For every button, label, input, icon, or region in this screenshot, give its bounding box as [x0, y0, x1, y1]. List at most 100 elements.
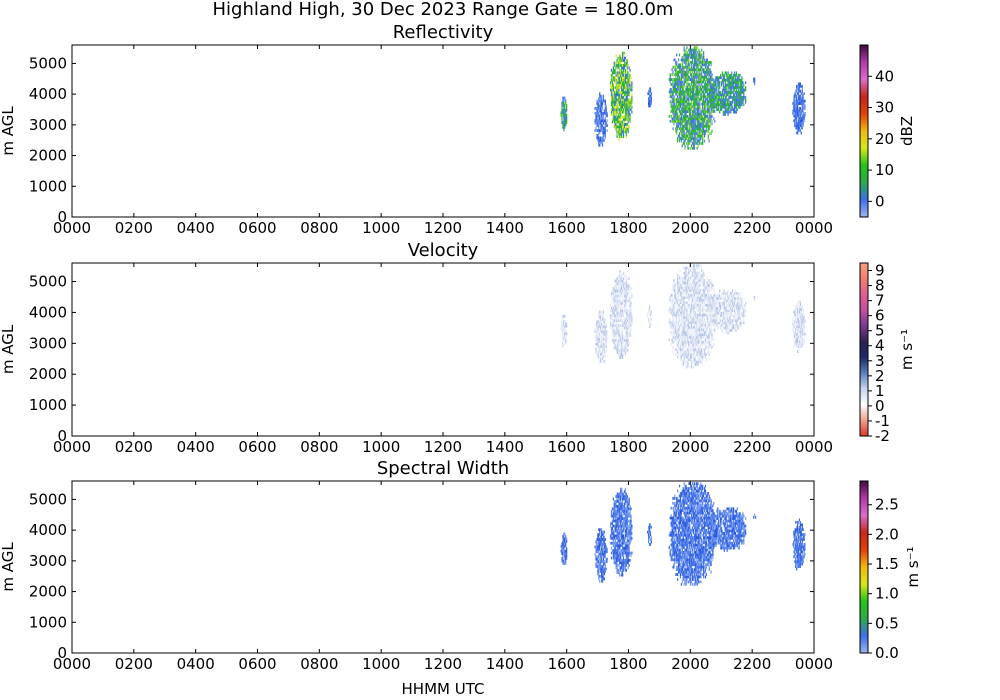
echo-cell: [718, 294, 720, 298]
echo-cell: [616, 100, 618, 104]
echo-cell: [699, 311, 701, 314]
echo-cell: [602, 119, 605, 123]
echo-cell: [707, 279, 709, 282]
echo-cell: [599, 340, 601, 344]
echo-cell: [800, 121, 802, 125]
echo-cell: [741, 86, 743, 89]
echo-cell: [731, 95, 733, 99]
echo-cell: [697, 92, 699, 96]
echo-cell: [716, 294, 718, 298]
echo-cell: [803, 116, 805, 120]
echo-cell: [706, 321, 708, 324]
echo-cell: [725, 103, 727, 107]
echo-cell: [691, 142, 694, 145]
echo-cell: [601, 357, 604, 361]
echo-cell: [689, 318, 691, 322]
echo-cell: [709, 92, 711, 96]
echo-cell: [710, 286, 712, 290]
echo-cell: [693, 348, 695, 352]
echo-cell: [674, 119, 676, 123]
echo-cell: [631, 93, 633, 97]
echo-cell: [620, 299, 622, 303]
echo-cell: [619, 269, 621, 273]
echo-cell: [566, 324, 568, 328]
echo-cell: [700, 350, 702, 354]
echo-cell: [692, 137, 695, 140]
echo-cell: [620, 105, 622, 109]
echo-cell: [691, 288, 694, 292]
echo-cell: [622, 351, 624, 355]
echo-cell: [706, 343, 708, 347]
echo-cell: [718, 319, 720, 322]
echo-cell: [598, 315, 600, 319]
echo-cell: [675, 110, 677, 113]
echo-cell: [619, 341, 621, 345]
echo-cell: [677, 65, 680, 69]
echo-cell: [690, 348, 693, 352]
echo-cell: [706, 70, 708, 74]
colorbar-bar: [859, 44, 869, 218]
echo-cell: [686, 110, 688, 113]
echo-cell: [692, 107, 695, 111]
echo-cell: [703, 353, 706, 356]
echo-cell: [798, 129, 801, 132]
echo-cell: [681, 112, 683, 116]
echo-cell: [712, 323, 714, 327]
echo-cell: [703, 88, 705, 91]
echo-cell: [733, 108, 736, 112]
echo-cell: [690, 279, 692, 282]
echo-cell: [732, 100, 734, 104]
echo-cell: [725, 93, 727, 97]
echo-cell: [700, 311, 702, 314]
echo-cell: [705, 308, 708, 312]
echo-cell: [707, 92, 709, 96]
echo-cell: [686, 137, 688, 140]
echo-cell: [686, 119, 688, 123]
echo-cell: [693, 119, 695, 123]
echo-cell: [698, 58, 700, 62]
echo-cell: [680, 90, 682, 94]
echo-cell: [619, 86, 621, 89]
echo-cell: [603, 345, 605, 348]
echo-cell: [683, 286, 685, 290]
echo-cell: [699, 333, 701, 337]
echo-cell: [622, 71, 624, 75]
echo-cell: [700, 306, 702, 310]
echo-cell: [671, 293, 673, 297]
echo-cell: [613, 93, 615, 97]
echo-cell: [692, 343, 695, 347]
echo-cell: [684, 73, 686, 77]
echo-cell: [695, 90, 697, 94]
echo-cell: [677, 350, 680, 354]
echo-cell: [713, 301, 715, 305]
echo-cell: [674, 102, 676, 106]
echo-cell: [694, 286, 696, 290]
echo-cell: [694, 269, 696, 272]
echo-cell: [725, 292, 727, 295]
echo-cell: [738, 76, 740, 80]
echo-cell: [677, 102, 680, 106]
echo-cell: [679, 281, 682, 285]
echo-cell: [697, 90, 699, 94]
echo-cell: [671, 83, 673, 86]
echo-cell: [695, 291, 697, 295]
echo-cell: [692, 271, 695, 275]
echo-cell: [683, 100, 685, 104]
echo-cell: [679, 276, 682, 280]
echo-cell: [677, 115, 679, 118]
echo-cell: [596, 124, 598, 127]
echo-cell: [624, 336, 627, 340]
echo-cell: [687, 58, 689, 62]
echo-cell: [668, 298, 670, 302]
echo-cell: [698, 345, 700, 349]
echo-cell: [618, 289, 620, 293]
echo-cell: [698, 100, 700, 104]
echo-cell: [696, 348, 698, 352]
echo-cell: [669, 88, 671, 91]
echo-cell: [672, 92, 674, 96]
echo-cell: [707, 65, 709, 69]
echo-cell: [599, 143, 601, 147]
echo-cell: [712, 95, 714, 99]
echo-cell: [690, 363, 693, 366]
echo-cell: [726, 321, 728, 325]
